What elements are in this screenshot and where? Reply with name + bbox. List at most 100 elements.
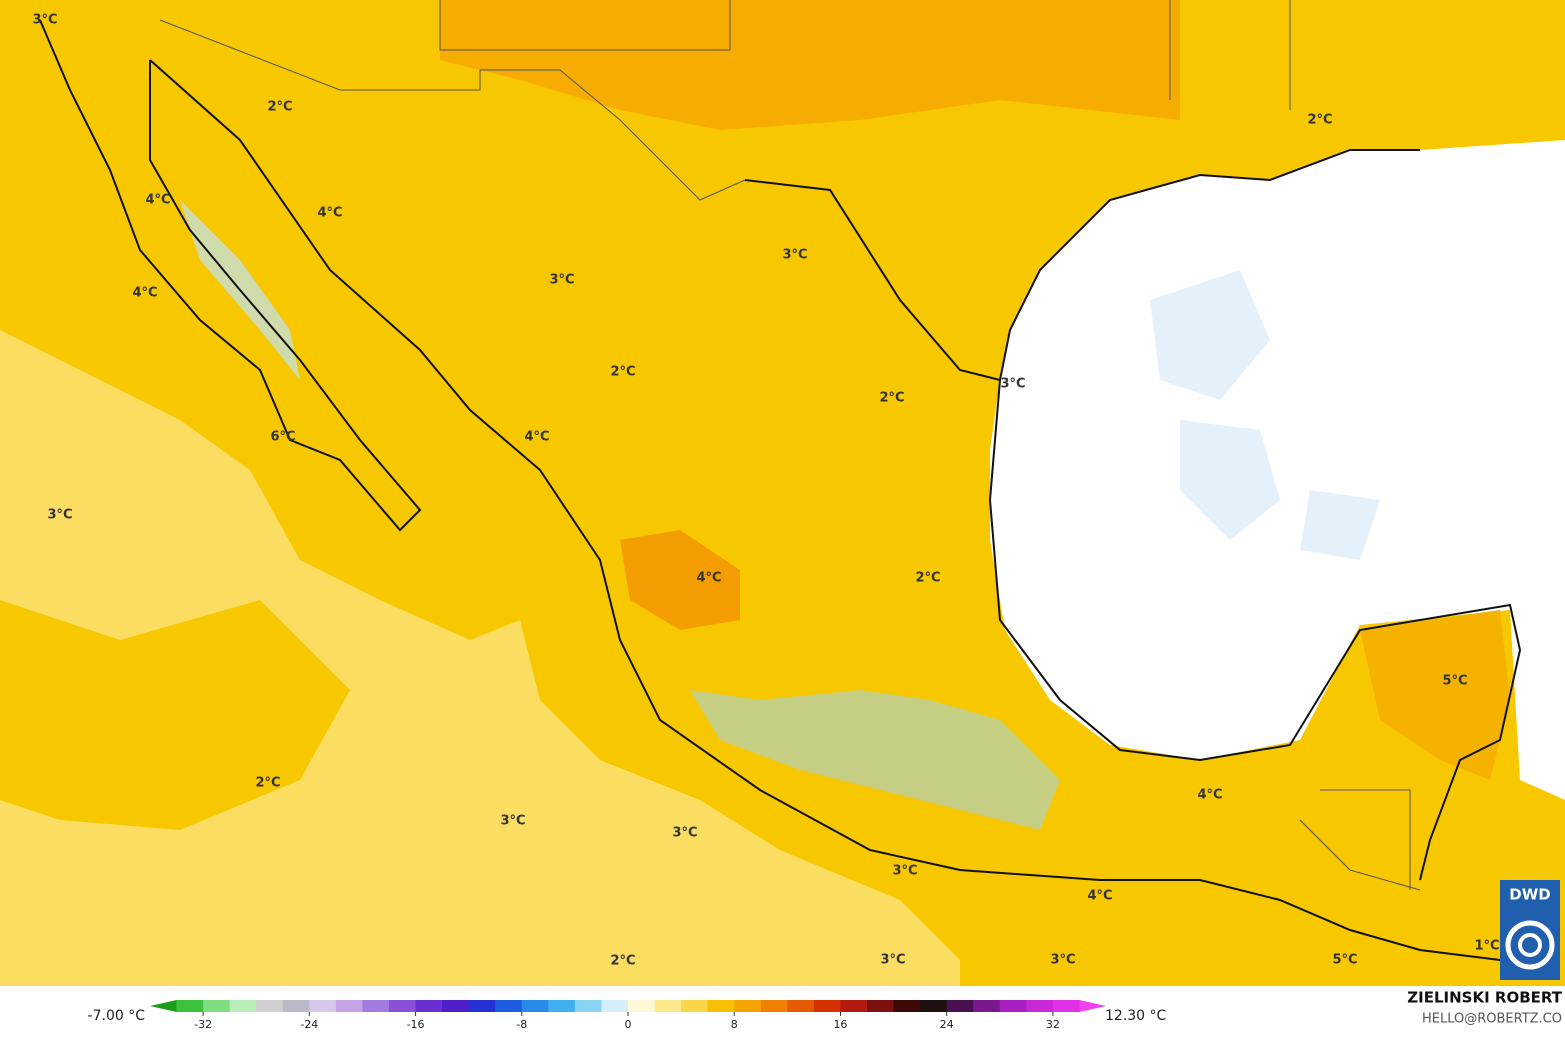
temperature-label: 3°C	[782, 248, 807, 263]
temperature-label: 4°C	[696, 571, 721, 586]
temperature-label: 5°C	[1332, 953, 1357, 968]
colorbar-swatch	[256, 1000, 284, 1012]
temperature-label: 4°C	[524, 430, 549, 445]
temperature-label: 6°C	[270, 430, 295, 445]
yucatan-warm	[1360, 610, 1510, 780]
colorbar-swatch	[840, 1000, 868, 1012]
colorbar-swatch	[920, 1000, 948, 1012]
logo-spiral	[1505, 920, 1555, 970]
us-mexico-border	[159, 19, 746, 201]
gulf-cool-patches	[1150, 270, 1380, 560]
colorbar-tick-label: 8	[731, 1018, 738, 1031]
temperature-label: 2°C	[1307, 113, 1332, 128]
temperature-label: 4°C	[1197, 788, 1222, 803]
pacific-pale-area	[0, 330, 960, 986]
state-borders	[439, 0, 1291, 110]
temperature-label: 4°C	[145, 193, 170, 208]
colorbar-swatch	[442, 1000, 470, 1012]
colorbar-swatch	[867, 1000, 895, 1012]
temperature-label: 2°C	[255, 776, 280, 791]
temperature-label: 3°C	[1050, 953, 1075, 968]
warm-core	[620, 530, 740, 630]
gulf-of-mexico	[990, 140, 1565, 800]
mexico-gulf-coast	[988, 379, 1522, 881]
colorbar-swatch	[734, 1000, 762, 1012]
credit-email: HELLO@ROBERTZ.CO	[1422, 1012, 1562, 1027]
colorbar-swatch	[521, 1000, 549, 1012]
temperature-label: 3°C	[672, 826, 697, 841]
temperature-label: 1°C	[1474, 939, 1499, 954]
warm-north-area	[440, 0, 1180, 130]
texas-coast	[744, 149, 1420, 382]
temperature-label: 2°C	[267, 100, 292, 115]
colorbar: -32 -24 -16 -8 0 8 16 24 32	[150, 1000, 1106, 1031]
colorbar-swatch	[574, 1000, 602, 1012]
temperature-labels: 3°C 2°C 4°C 4°C 4°C 3°C 3°C 2°C 2°C 2°C 3°C 4°C 6°C 3…	[32, 13, 1499, 969]
temperature-label: 3°C	[47, 508, 72, 523]
colorbar-swatch	[282, 1000, 310, 1012]
colorbar-swatch	[893, 1000, 921, 1012]
temperature-label: 2°C	[610, 365, 635, 380]
temperature-label: 4°C	[317, 206, 342, 221]
borders	[159, 0, 1421, 891]
colorbar-tick-label: -32	[194, 1018, 212, 1031]
temperature-label: 4°C	[1087, 889, 1112, 904]
colorbar-swatch	[335, 1000, 363, 1012]
colorbar-swatch	[548, 1000, 576, 1012]
colorbar-tick-label: 16	[833, 1018, 847, 1031]
temperature-label: 3°C	[500, 814, 525, 829]
colorbar-swatch	[946, 1000, 974, 1012]
colorbar-swatch	[1052, 1000, 1080, 1012]
temperature-label: 4°C	[132, 286, 157, 301]
logo-spiral-inner	[1518, 933, 1542, 957]
colorbar-swatch	[999, 1000, 1027, 1012]
colorbar-swatch	[468, 1000, 496, 1012]
logo-box	[1500, 880, 1560, 980]
baja-coast	[39, 19, 422, 532]
colorbar-swatch	[973, 1000, 1001, 1012]
colorbar-tick-label: 32	[1046, 1018, 1060, 1031]
colorbar-tick-label: 24	[940, 1018, 954, 1031]
colorbar-swatch	[176, 1000, 204, 1012]
credit-author: ZIELINSKI ROBERT	[1407, 989, 1562, 1007]
guatemala-border	[1299, 789, 1421, 891]
colorbar-swatch	[309, 1000, 337, 1012]
colorbar-swatch	[787, 1000, 815, 1012]
map	[0, 0, 1565, 986]
colorbar-swatch	[415, 1000, 443, 1012]
temperature-label: 2°C	[610, 954, 635, 969]
colorbar-swatch	[1026, 1000, 1054, 1012]
cool-highlands	[690, 690, 1060, 830]
coastlines	[39, 19, 1522, 961]
colorbar-swatch	[389, 1000, 417, 1012]
colorbar-swatch	[203, 1000, 231, 1012]
temperature-label: 3°C	[880, 953, 905, 968]
colorbar-tick-label: -24	[300, 1018, 318, 1031]
pacific-warm-area	[0, 600, 350, 830]
dwd-logo: DWD	[1500, 880, 1560, 980]
colorbar-swatch	[813, 1000, 841, 1012]
min-label: -7.00 °C	[88, 1008, 146, 1024]
colorbar-swatch	[707, 1000, 735, 1012]
colorbar-tick-label: -8	[516, 1018, 527, 1031]
colorbar-arrow	[150, 1000, 177, 1012]
temperature-label: 3°C	[1000, 377, 1025, 392]
colorbar-tick-label: -16	[407, 1018, 425, 1031]
temperature-label: 3°C	[549, 273, 574, 288]
colorbar-swatch	[681, 1000, 709, 1012]
temperature-label: 2°C	[915, 571, 940, 586]
colorbar-swatch	[601, 1000, 629, 1012]
colorbar-swatch	[495, 1000, 523, 1012]
max-label: 12.30 °C	[1105, 1008, 1167, 1024]
temperature-label: 2°C	[879, 391, 904, 406]
logo-text: DWD	[1509, 886, 1550, 904]
colorbar-swatch	[654, 1000, 682, 1012]
temperature-label: 3°C	[892, 864, 917, 879]
temperature-label: 3°C	[32, 13, 57, 28]
temperature-label: 5°C	[1442, 674, 1467, 689]
colorbar-swatch	[229, 1000, 257, 1012]
colorbar-swatch	[760, 1000, 788, 1012]
pacific-coast	[149, 59, 1501, 961]
colorbar-swatch	[628, 1000, 656, 1012]
